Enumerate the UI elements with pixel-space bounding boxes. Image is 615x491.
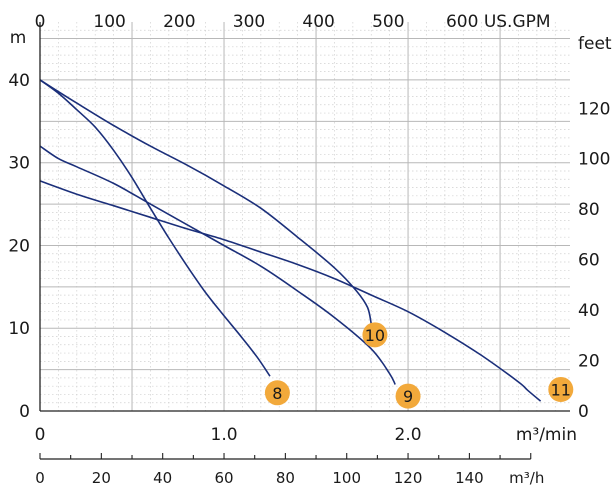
top-tick-label: 0 bbox=[35, 12, 46, 32]
m3h-axis: 0 20 40 60 80 100 120 140 m³/h bbox=[35, 453, 544, 487]
curves bbox=[39, 79, 542, 402]
right-tick-label: 100 bbox=[578, 150, 610, 170]
m3h-tick-label: 140 bbox=[455, 469, 484, 487]
m3h-tick-label: 100 bbox=[332, 469, 361, 487]
right-tick-label: 20 bbox=[578, 352, 600, 372]
left-tick-label: 20 bbox=[8, 236, 30, 256]
bottom-unit-label: m³/min bbox=[516, 425, 577, 445]
right-tick-label: 0 bbox=[578, 402, 589, 422]
bottom-tick-label: 2.0 bbox=[395, 425, 422, 445]
left-tick-label: 40 bbox=[8, 71, 30, 91]
right-tick-label: 60 bbox=[578, 251, 600, 271]
top-tick-label: 600 US.GPM bbox=[446, 12, 551, 32]
curve-9 bbox=[39, 145, 396, 385]
bottom-tick-label: 0 bbox=[35, 425, 46, 445]
m3h-tick-label: 60 bbox=[214, 469, 233, 487]
top-tick-label: 100 bbox=[93, 12, 125, 32]
m3h-unit-label: m³/h bbox=[509, 469, 544, 487]
curve-badge-10 bbox=[362, 322, 388, 348]
left-tick-label: 10 bbox=[8, 319, 30, 339]
m3h-tick-label: 80 bbox=[276, 469, 295, 487]
curve-badge-8 bbox=[264, 380, 290, 406]
m3h-tick-label: 120 bbox=[394, 469, 423, 487]
curve-badge-11 bbox=[548, 376, 574, 402]
right-unit-label: feet bbox=[578, 34, 612, 54]
curve-badge-9 bbox=[395, 383, 421, 409]
curve-8 bbox=[39, 79, 271, 377]
m3h-tick-label: 40 bbox=[153, 469, 172, 487]
curve-11 bbox=[39, 180, 542, 402]
curve-badge-label-11: 11 bbox=[551, 380, 571, 399]
plot-frame bbox=[39, 22, 570, 412]
right-tick-label: 80 bbox=[578, 200, 600, 220]
right-tick-label: 120 bbox=[578, 99, 610, 119]
left-tick-label: 0 bbox=[19, 402, 30, 422]
curve-badges: 8 9 10 11 bbox=[264, 322, 574, 409]
curve-10 bbox=[39, 79, 373, 325]
top-tick-label: 500 bbox=[372, 12, 404, 32]
curve-badge-label-9: 9 bbox=[403, 387, 413, 406]
top-tick-label: 200 bbox=[163, 12, 195, 32]
curve-badge-label-8: 8 bbox=[272, 384, 282, 403]
left-tick-label: 30 bbox=[8, 154, 30, 174]
bottom-tick-label: 1.0 bbox=[211, 425, 238, 445]
right-tick-label: 40 bbox=[578, 301, 600, 321]
top-tick-label: 400 bbox=[302, 12, 334, 32]
curve-badge-label-10: 10 bbox=[365, 326, 385, 345]
top-tick-label: 300 bbox=[233, 12, 265, 32]
m3h-tick-label: 0 bbox=[35, 469, 45, 487]
grid bbox=[40, 22, 570, 411]
m3h-tick-label: 20 bbox=[92, 469, 111, 487]
left-unit-label: m bbox=[10, 28, 27, 48]
